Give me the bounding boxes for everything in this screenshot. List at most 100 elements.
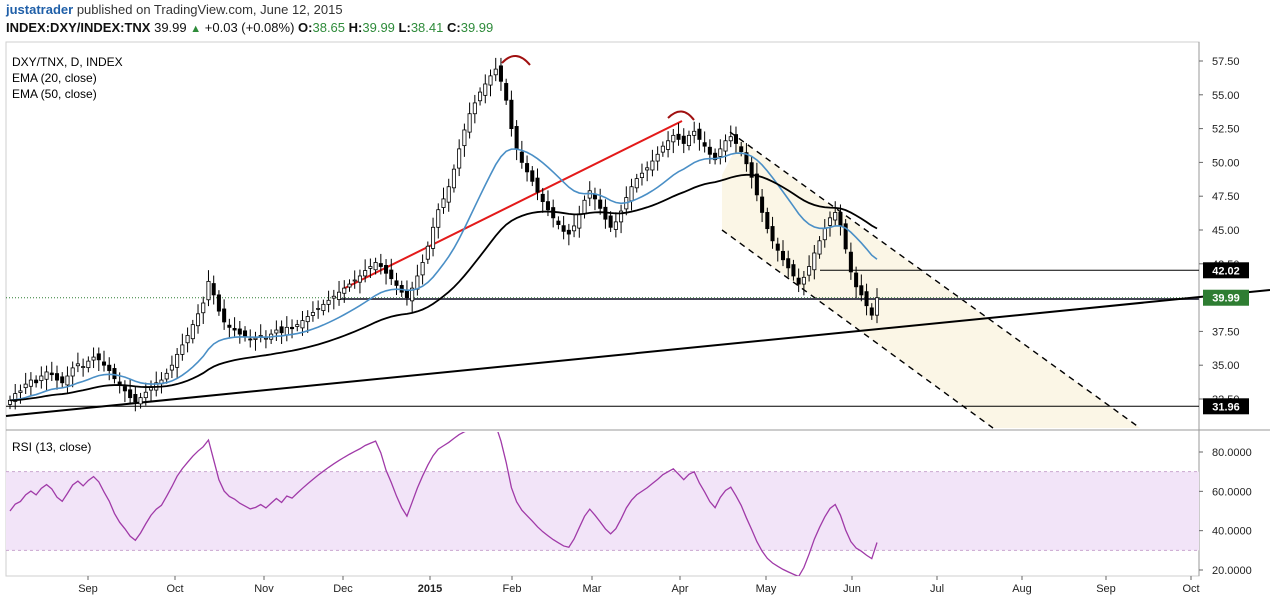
candle-body: [363, 270, 368, 277]
candle-body: [23, 383, 28, 389]
price-tag-label: 42.02: [1212, 265, 1240, 277]
candle: [655, 146, 660, 171]
candle-body: [44, 371, 49, 380]
candle-body: [216, 294, 221, 312]
candle: [827, 211, 833, 237]
x-tick-label: Sep: [1096, 583, 1116, 595]
y-tick-label: 55.00: [1212, 90, 1240, 102]
candle: [780, 240, 786, 267]
candle: [619, 204, 624, 234]
candle: [718, 139, 723, 165]
publisher-user[interactable]: justatrader: [6, 2, 74, 17]
candle-body: [472, 102, 477, 115]
candle-body: [75, 363, 80, 367]
candle-body: [765, 212, 770, 230]
candle: [384, 259, 389, 285]
candle-body: [243, 330, 248, 338]
candle-body: [196, 313, 201, 327]
candle: [493, 57, 498, 82]
candle-body: [519, 151, 524, 163]
y-tick-label: 57.50: [1212, 56, 1240, 68]
x-tick-label: Jun: [843, 583, 861, 595]
candle: [316, 300, 321, 319]
candle-body: [838, 212, 843, 227]
candle: [530, 166, 535, 187]
candle: [613, 212, 618, 238]
candle: [70, 361, 75, 388]
candle: [248, 329, 253, 348]
ema-lines: [9, 148, 878, 402]
candle: [765, 207, 770, 234]
candle-body: [237, 328, 242, 335]
candle-body: [754, 173, 759, 196]
channel-lower-line: [721, 229, 994, 429]
candle: [216, 290, 221, 316]
candle-body: [796, 277, 801, 285]
x-tick-label: 2015: [418, 583, 442, 595]
candle-body: [431, 226, 436, 249]
low-label: L:: [398, 20, 411, 35]
candle: [96, 347, 101, 372]
candle-body: [744, 152, 749, 165]
candle-body: [49, 372, 54, 376]
candle-body: [122, 386, 127, 392]
candle: [498, 57, 503, 91]
candle-body: [180, 344, 185, 355]
candle: [645, 161, 650, 182]
candle-body: [504, 83, 509, 101]
candle-body: [566, 229, 571, 235]
candle-body: [54, 373, 60, 381]
candle-body: [384, 265, 389, 274]
candle-body: [681, 135, 686, 144]
candle: [671, 129, 676, 154]
candle: [65, 366, 70, 393]
candle-body: [248, 338, 253, 341]
candle: [128, 378, 133, 405]
y-tick-label: 35.00: [1212, 360, 1240, 372]
candle-body: [305, 316, 310, 323]
candle: [310, 301, 315, 322]
candle-body: [101, 361, 107, 366]
candle: [122, 380, 127, 403]
rsi-tick-label: 40.0000: [1212, 526, 1252, 538]
candle-body: [326, 299, 331, 305]
candle: [227, 318, 232, 339]
x-tick-label: Nov: [254, 583, 274, 595]
candle: [86, 356, 91, 373]
candle: [812, 245, 817, 280]
candle-body: [86, 360, 91, 369]
candle: [488, 69, 493, 97]
candle-body: [864, 291, 869, 307]
candle: [666, 131, 671, 158]
candle-body: [587, 190, 592, 199]
candle-body: [337, 291, 342, 300]
candle: [478, 87, 483, 106]
arc-top-1: [501, 55, 531, 66]
candle-body: [530, 170, 535, 182]
candle: [279, 320, 284, 344]
candle-body: [96, 353, 101, 361]
candle: [138, 392, 143, 409]
candle: [848, 242, 853, 280]
price-tag-box: [1203, 262, 1249, 279]
candle: [733, 126, 739, 154]
candle: [791, 259, 796, 281]
candle-body: [211, 283, 216, 296]
candle: [608, 211, 613, 233]
candle-body: [232, 328, 237, 331]
candle: [185, 327, 190, 353]
candle: [357, 269, 362, 294]
price-tag-label: 39.99: [1212, 293, 1240, 305]
candle-body: [373, 262, 378, 271]
candle-body: [817, 240, 822, 255]
candle: [854, 266, 859, 299]
candle: [786, 250, 791, 278]
candle: [305, 310, 310, 333]
y-tick-label: 37.50: [1212, 326, 1240, 338]
candle-body: [18, 390, 23, 393]
candle-body: [713, 152, 718, 161]
candle-body: [770, 226, 775, 242]
candle: [807, 255, 812, 282]
candle-body: [807, 266, 812, 276]
